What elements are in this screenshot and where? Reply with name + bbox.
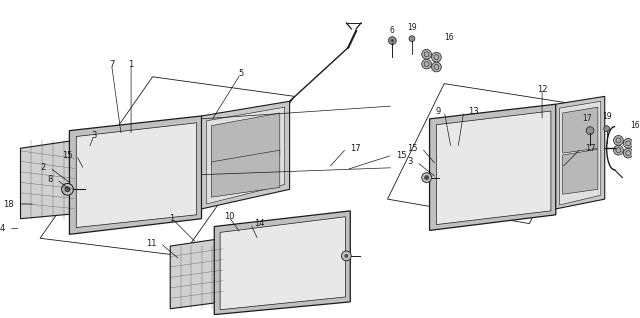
Polygon shape xyxy=(439,114,552,224)
Text: 3: 3 xyxy=(91,131,97,140)
Circle shape xyxy=(250,267,267,284)
Circle shape xyxy=(391,39,394,42)
Text: 19: 19 xyxy=(602,113,611,121)
Circle shape xyxy=(462,173,479,190)
Circle shape xyxy=(107,176,124,193)
Circle shape xyxy=(431,52,442,62)
Polygon shape xyxy=(436,111,551,225)
Text: 6: 6 xyxy=(390,26,395,35)
Circle shape xyxy=(614,135,623,145)
Text: 1: 1 xyxy=(170,214,175,223)
Circle shape xyxy=(306,252,308,254)
Circle shape xyxy=(303,249,311,257)
Circle shape xyxy=(156,173,159,176)
Polygon shape xyxy=(86,133,190,221)
Text: 15: 15 xyxy=(62,151,72,160)
Polygon shape xyxy=(170,238,223,309)
Text: 7: 7 xyxy=(109,59,114,69)
Circle shape xyxy=(342,251,351,261)
Text: 13: 13 xyxy=(468,107,478,115)
Text: 18: 18 xyxy=(3,199,13,209)
Text: 16: 16 xyxy=(444,33,454,42)
Text: 14: 14 xyxy=(254,219,265,228)
Polygon shape xyxy=(436,124,444,226)
Circle shape xyxy=(422,59,431,69)
Polygon shape xyxy=(76,135,84,228)
Text: 1: 1 xyxy=(129,59,134,69)
Text: 5: 5 xyxy=(238,69,243,78)
Circle shape xyxy=(344,254,348,258)
Circle shape xyxy=(586,127,594,135)
Text: 19: 19 xyxy=(407,23,417,32)
Polygon shape xyxy=(230,226,340,305)
Circle shape xyxy=(511,156,514,160)
Polygon shape xyxy=(220,232,228,312)
Circle shape xyxy=(111,181,119,188)
Text: 2: 2 xyxy=(41,163,46,172)
Text: 11: 11 xyxy=(146,239,157,248)
Text: 15: 15 xyxy=(396,151,407,160)
Circle shape xyxy=(156,158,159,162)
Circle shape xyxy=(61,183,74,195)
Circle shape xyxy=(509,154,516,162)
Circle shape xyxy=(65,187,70,192)
Circle shape xyxy=(303,264,311,272)
Polygon shape xyxy=(207,107,285,204)
Polygon shape xyxy=(563,149,598,194)
Polygon shape xyxy=(202,101,290,209)
Polygon shape xyxy=(69,116,202,234)
Text: 10: 10 xyxy=(224,212,234,221)
Circle shape xyxy=(604,126,610,132)
Text: 8: 8 xyxy=(47,175,52,184)
Polygon shape xyxy=(223,221,346,309)
Text: 17: 17 xyxy=(585,144,596,153)
Polygon shape xyxy=(76,123,196,227)
Circle shape xyxy=(422,173,431,183)
Text: 17: 17 xyxy=(582,114,592,123)
Polygon shape xyxy=(446,121,546,218)
Circle shape xyxy=(425,176,429,180)
Text: 12: 12 xyxy=(537,85,547,94)
Circle shape xyxy=(154,171,161,179)
Text: 4: 4 xyxy=(0,224,5,233)
Circle shape xyxy=(254,272,262,280)
Polygon shape xyxy=(429,104,556,231)
Circle shape xyxy=(306,266,308,269)
Circle shape xyxy=(431,62,442,72)
Polygon shape xyxy=(211,113,280,165)
Polygon shape xyxy=(563,107,598,153)
Polygon shape xyxy=(79,126,196,226)
Circle shape xyxy=(422,49,431,59)
Circle shape xyxy=(509,169,516,176)
Circle shape xyxy=(467,177,475,185)
Polygon shape xyxy=(20,141,74,219)
Polygon shape xyxy=(556,96,605,209)
Text: 16: 16 xyxy=(630,121,640,130)
Polygon shape xyxy=(560,101,601,205)
Circle shape xyxy=(511,171,514,174)
Text: 3: 3 xyxy=(408,157,413,166)
Circle shape xyxy=(154,156,161,164)
Circle shape xyxy=(409,36,415,42)
Polygon shape xyxy=(214,211,350,315)
Polygon shape xyxy=(211,150,280,197)
Text: 9: 9 xyxy=(435,107,440,115)
Circle shape xyxy=(623,148,633,158)
Circle shape xyxy=(623,138,633,148)
Text: 15: 15 xyxy=(407,144,418,153)
Circle shape xyxy=(388,37,396,45)
Polygon shape xyxy=(220,217,346,310)
Text: 17: 17 xyxy=(350,144,361,153)
Circle shape xyxy=(614,145,623,155)
